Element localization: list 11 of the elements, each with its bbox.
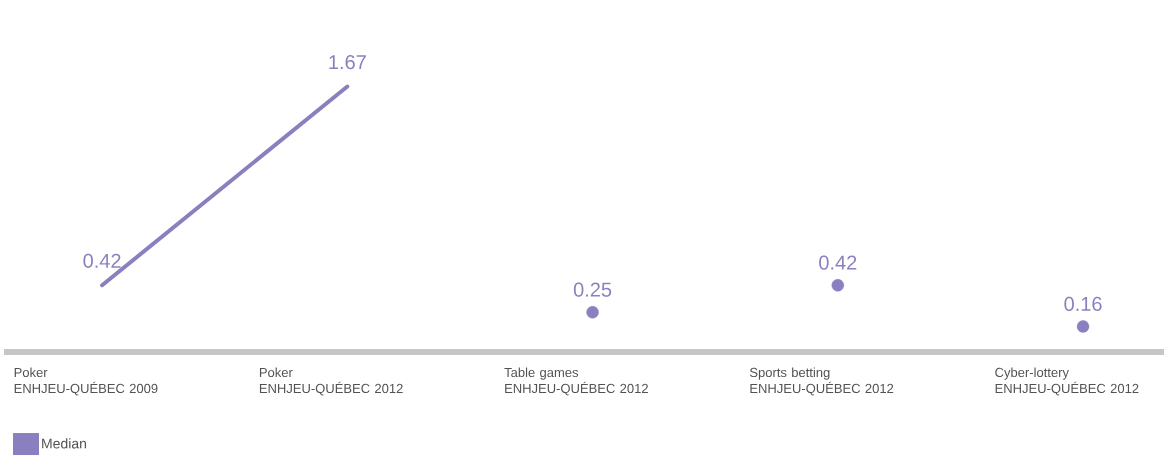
- data-label: 0.42: [819, 255, 857, 270]
- legend-label: Median: [42, 438, 87, 449]
- x-tick-label: Poker ENHJEU-QUÉBEC 2009: [14, 367, 158, 396]
- x-tick-label: Sports betting ENHJEU-QUÉBEC 2012: [749, 367, 894, 396]
- data-label: 1.67: [329, 55, 366, 70]
- data-label: 0.16: [1064, 296, 1102, 311]
- data-label: 0.25: [573, 282, 612, 297]
- x-tick-label: Table games ENHJEU-QUÉBEC 2012: [504, 367, 648, 396]
- x-tick-label: Cyber-lottery ENHJEU-QUÉBEC 2012: [995, 367, 1139, 396]
- data-label: 0.42: [83, 253, 121, 268]
- x-tick-label: Poker ENHJEU-QUÉBEC 2012: [259, 367, 403, 396]
